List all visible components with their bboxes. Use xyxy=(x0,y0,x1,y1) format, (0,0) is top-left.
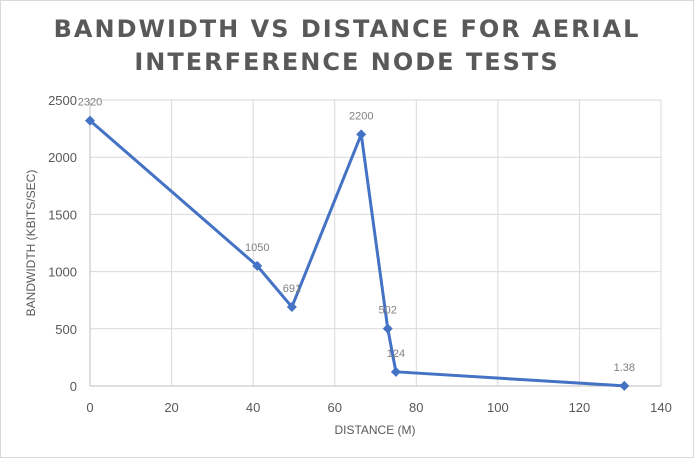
x-tick-label: 100 xyxy=(487,400,509,415)
y-tick-label: 1000 xyxy=(48,265,77,280)
data-value-label: 1050 xyxy=(245,242,269,254)
y-tick-label: 2000 xyxy=(48,150,77,165)
axes xyxy=(89,100,661,387)
y-tick-label: 0 xyxy=(70,379,77,394)
y-tick-label: 500 xyxy=(55,322,77,337)
data-value-label: 691 xyxy=(283,283,301,295)
chart-title-line-2: INTERFERENCE NODE TESTS xyxy=(134,48,560,76)
y-tick-label: 1500 xyxy=(48,207,77,222)
series-line xyxy=(89,119,625,388)
gridlines xyxy=(90,99,662,386)
x-tick-label: 60 xyxy=(327,400,341,415)
data-value-label: 124 xyxy=(387,348,405,360)
data-series xyxy=(85,115,630,391)
data-point-marker xyxy=(619,380,630,391)
tick-labels: 0 20 40 60 80 100 120 140 0 500 1000 1500 2000 2500 xyxy=(48,93,672,415)
y-axis-title: BANDWIDTH (KBITS/SEC) xyxy=(24,170,38,317)
x-tick-label: 140 xyxy=(650,400,672,415)
data-point-marker xyxy=(390,366,401,377)
data-value-label: 502 xyxy=(379,305,397,317)
data-point-marker xyxy=(252,260,263,271)
x-tick-label: 40 xyxy=(246,400,260,415)
data-point-marker xyxy=(382,323,393,334)
data-value-label: 2200 xyxy=(349,110,373,122)
x-tick-label: 0 xyxy=(86,400,93,415)
x-tick-label: 120 xyxy=(569,400,591,415)
x-axis-title: DISTANCE (M) xyxy=(334,423,415,437)
x-tick-label: 20 xyxy=(164,400,178,415)
data-point-marker xyxy=(286,301,297,312)
x-tick-label: 80 xyxy=(409,400,423,415)
data-point-marker xyxy=(85,115,95,126)
y-tick-label: 2500 xyxy=(48,93,77,108)
data-point-marker xyxy=(356,129,367,140)
chart-title-line-1: BANDWIDTH VS DISTANCE FOR AERIAL xyxy=(53,15,641,43)
data-value-label: 1.38 xyxy=(614,362,635,374)
chart-title: BANDWIDTH VS DISTANCE FOR AERIAL INTERFE… xyxy=(1,13,693,79)
data-value-label: 2320 xyxy=(78,97,102,109)
data-labels: 2320 1050 691 2200 502 124 1.38 xyxy=(78,97,635,374)
